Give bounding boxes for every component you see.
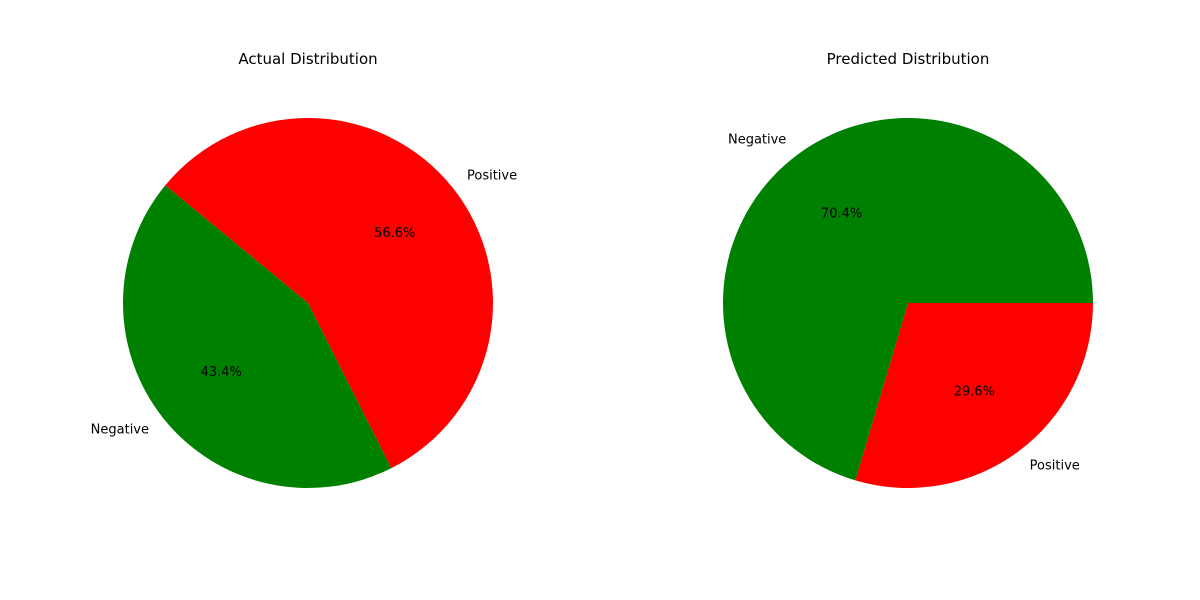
percent-label-predicted-positive: 29.6%: [954, 384, 995, 399]
slice-label-predicted-positive: Positive: [1030, 459, 1080, 474]
slice-label-actual-negative: Negative: [91, 423, 149, 438]
slice-label-actual-positive: Positive: [467, 168, 517, 183]
slice-label-predicted-negative: Negative: [728, 132, 786, 147]
pie-chart-predicted: Predicted Distribution Negative 70.4% Posi…: [722, 50, 1093, 488]
pie-chart-actual: Actual Distribution Negative 43.4% Positiv…: [91, 50, 517, 489]
pie-slice-actual-negative: [122, 185, 392, 489]
pie-slice-predicted-positive: [855, 303, 1093, 488]
percent-label-predicted-negative: 70.4%: [821, 207, 862, 222]
percent-label-actual-positive: 56.6%: [374, 226, 415, 241]
pie-slice-predicted-negative: [722, 118, 1093, 481]
percent-label-actual-negative: 43.4%: [201, 365, 242, 380]
pie-slice-actual-positive: [165, 118, 493, 469]
chart-title-predicted: Predicted Distribution: [827, 50, 990, 68]
chart-title-actual: Actual Distribution: [238, 50, 377, 68]
